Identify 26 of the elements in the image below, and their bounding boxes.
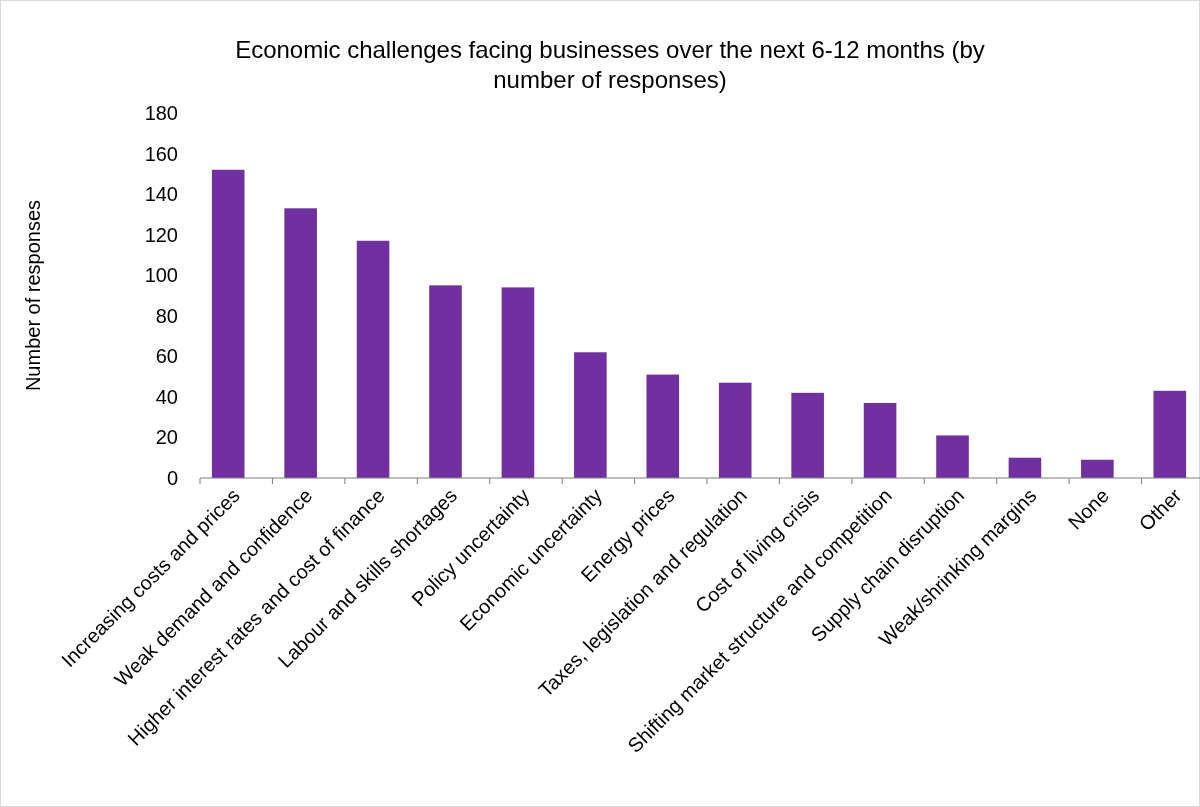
bar: [1008, 457, 1042, 478]
y-tick-label: 120: [144, 223, 178, 246]
chart-title: Economic challenges facing businesses over the next 6-12 months (by number of responses): [235, 36, 985, 93]
bar: [356, 240, 390, 478]
bar: [1081, 459, 1114, 478]
y-tick-label: 0: [166, 467, 178, 489]
bar: [211, 169, 245, 478]
y-tick-label: 40: [155, 385, 178, 408]
bar: [1153, 390, 1187, 478]
y-tick-label: 60: [155, 345, 178, 368]
bar: [284, 208, 317, 478]
y-tick-label: 180: [144, 102, 178, 124]
y-tick-label: 140: [144, 183, 178, 206]
y-tick-label: 100: [144, 264, 178, 287]
y-axis-title: Number of responses: [22, 199, 44, 392]
y-tick-label: 160: [144, 142, 178, 165]
bar: [791, 392, 824, 478]
bar: [718, 382, 752, 478]
bar: [936, 435, 969, 478]
bar: [429, 285, 462, 478]
y-tick-label: 20: [155, 426, 178, 449]
bar: [646, 374, 680, 478]
y-tick-label: 80: [155, 304, 178, 327]
bar: [501, 287, 535, 478]
bar: [863, 402, 897, 478]
bar: [574, 352, 607, 478]
